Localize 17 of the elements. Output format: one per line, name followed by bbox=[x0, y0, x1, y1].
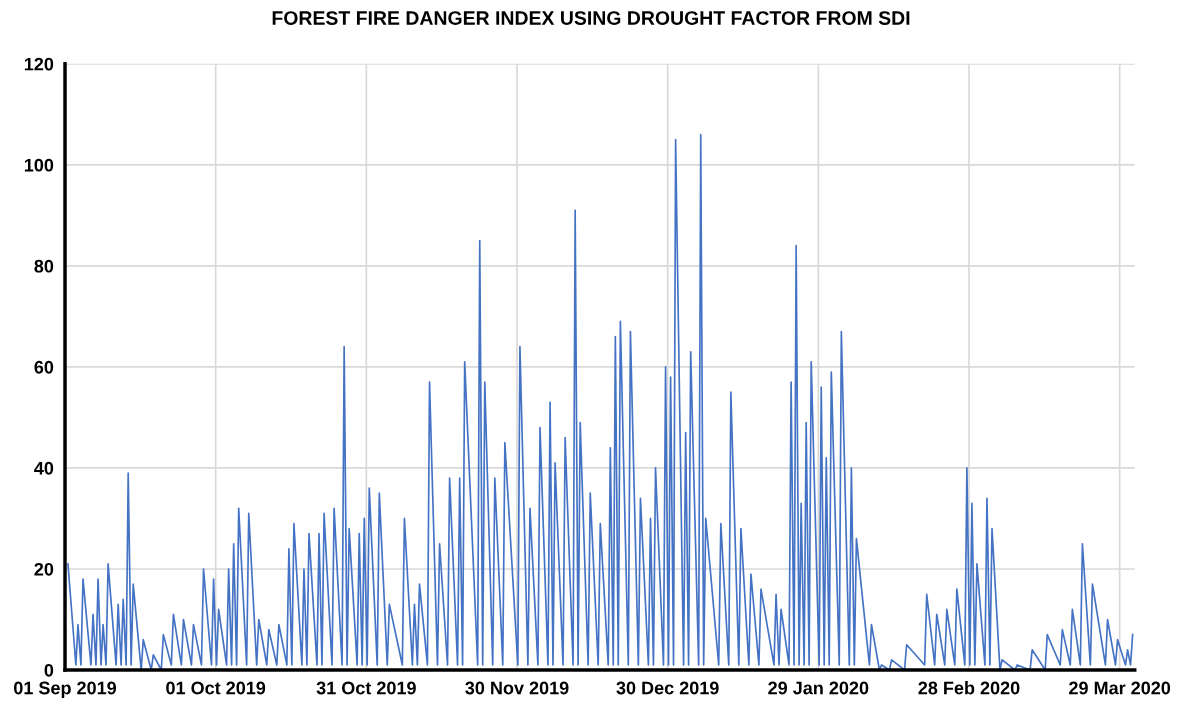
y-tick-label: 120 bbox=[24, 57, 54, 71]
y-tick-label: 60 bbox=[34, 360, 54, 374]
x-tick-label: 01 Oct 2019 bbox=[166, 681, 266, 695]
y-tick-label: 40 bbox=[34, 461, 54, 475]
y-tick-label: 20 bbox=[34, 562, 54, 576]
chart-title: FOREST FIRE DANGER INDEX USING DROUGHT FACTOR FROM SDI bbox=[272, 11, 910, 25]
x-tick-label: 01 Sep 2019 bbox=[14, 681, 117, 698]
line-series bbox=[67, 133, 1134, 670]
x-tick-label: 31 Oct 2019 bbox=[316, 681, 416, 695]
y-tick-label: 0 bbox=[44, 663, 54, 677]
x-tick-label: 30 Dec 2019 bbox=[616, 681, 719, 695]
x-tick-label: 28 Feb 2020 bbox=[918, 681, 1020, 695]
x-tick-label: 29 Mar 2020 bbox=[1069, 681, 1171, 695]
y-tick-label: 100 bbox=[24, 158, 54, 172]
x-tick-label: 30 Nov 2019 bbox=[465, 681, 569, 695]
x-tick-label: 29 Jan 2020 bbox=[768, 681, 869, 695]
y-tick-label: 80 bbox=[34, 259, 54, 273]
